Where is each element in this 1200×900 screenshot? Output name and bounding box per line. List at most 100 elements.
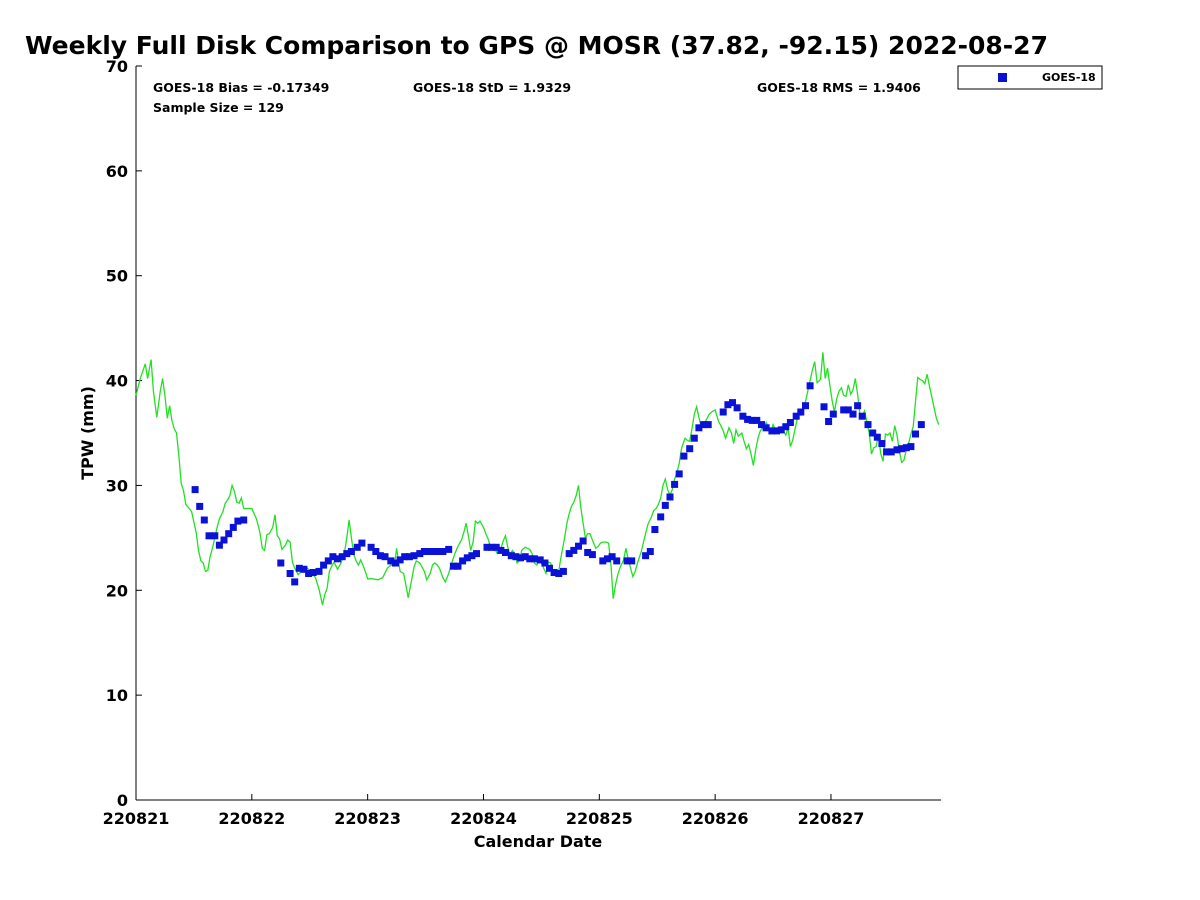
goes-18-point xyxy=(387,557,395,565)
y-axis-label: TPW (mm) xyxy=(78,386,97,480)
goes-18-point xyxy=(671,480,679,488)
goes-18-point xyxy=(773,427,780,435)
legend: GOES-18 xyxy=(957,65,1103,90)
goes-18-point xyxy=(646,548,654,555)
goes-18-point xyxy=(680,452,688,460)
goes-18-point xyxy=(343,550,351,558)
goes-18-point xyxy=(526,555,534,563)
rms-stat: GOES-18 RMS = 1.9406 xyxy=(757,80,921,95)
goes-18-point xyxy=(191,486,199,494)
goes-18-point xyxy=(425,548,433,555)
goes-18-point xyxy=(376,552,384,560)
goes-18-point xyxy=(240,516,248,524)
goes-18-point xyxy=(445,545,453,553)
goes-18-point xyxy=(588,551,596,559)
goes-18-point xyxy=(902,444,910,452)
goes-18-point xyxy=(367,543,375,551)
goes-18-point xyxy=(753,416,761,424)
x-tick-label: 220823 xyxy=(334,809,401,828)
x-tick-label: 220821 xyxy=(103,809,170,828)
goes-18-point xyxy=(329,553,337,561)
goes-18-point xyxy=(225,530,233,538)
goes-18-point xyxy=(613,557,621,565)
goes-18-point xyxy=(686,445,694,453)
goes-18-point xyxy=(309,569,317,576)
goes-18-point xyxy=(570,546,578,554)
goes-18-point xyxy=(512,553,520,561)
goes-18-point xyxy=(748,416,756,424)
goes-18-point xyxy=(887,448,895,456)
goes-18-point xyxy=(907,443,915,451)
x-tick-label: 220824 xyxy=(450,809,517,828)
goes-18-point xyxy=(300,565,308,573)
legend-box xyxy=(957,65,1103,90)
goes-18-point xyxy=(695,424,703,432)
goes-18-point xyxy=(733,404,741,412)
goes-18-point xyxy=(858,412,866,420)
goes-18-point xyxy=(829,410,837,418)
legend-label: GOES-18 xyxy=(1042,71,1096,84)
goes-18-point xyxy=(820,403,828,411)
x-axis-label: Calendar Date xyxy=(474,832,603,851)
goes-18-point xyxy=(205,532,213,540)
goes-18-point xyxy=(211,532,219,540)
std-stat: GOES-18 StD = 1.9329 xyxy=(413,80,571,95)
goes-18-point xyxy=(744,415,752,423)
y-tick-label: 70 xyxy=(106,57,128,76)
goes-18-point xyxy=(286,570,294,577)
goes-18-point xyxy=(912,430,919,438)
goes-18-point xyxy=(353,543,361,551)
goes-18-point xyxy=(392,559,399,567)
y-tick-label: 40 xyxy=(106,372,128,391)
goes-18-point xyxy=(291,578,299,586)
goes-18-point xyxy=(777,426,785,434)
goes-18-point xyxy=(320,561,328,569)
goes-18-point xyxy=(719,408,727,416)
goes-18-point xyxy=(797,408,805,416)
goes-18-point xyxy=(893,446,901,454)
goes-18-point xyxy=(434,548,442,555)
goes-18-point xyxy=(200,516,208,524)
goes-18-point xyxy=(806,382,814,390)
goes-18-point xyxy=(608,553,616,561)
goes-18-point xyxy=(883,448,891,456)
goes-18-point xyxy=(792,412,800,420)
goes-18-point xyxy=(724,401,732,409)
goes-18-point xyxy=(559,567,567,575)
plot-area xyxy=(136,66,941,800)
goes-18-point xyxy=(704,421,712,429)
goes-18-point xyxy=(420,548,428,555)
goes-18-point xyxy=(599,557,607,565)
goes-18-point xyxy=(854,402,862,410)
goes-18-point xyxy=(347,548,355,555)
y-tick-label: 30 xyxy=(106,476,128,495)
x-axis: 220821 220822 220823 220824 220825 220826 2208… xyxy=(103,794,864,828)
goes-18-point xyxy=(550,569,558,576)
goes-18-point xyxy=(802,402,809,410)
goes-18-point xyxy=(396,556,404,564)
goes-18-point xyxy=(502,549,509,556)
goes-18-point xyxy=(492,543,500,551)
goes-18-point xyxy=(449,562,457,570)
goes-18-point xyxy=(468,552,476,560)
goes-18-point xyxy=(700,421,708,429)
goes-18-point xyxy=(768,427,776,435)
goes-18-point xyxy=(584,549,592,556)
goes-18-point xyxy=(555,570,563,577)
goes-18-point xyxy=(917,421,925,429)
goes-18-point xyxy=(358,539,366,547)
y-axis: 0 10 20 30 40 50 60 70 xyxy=(106,57,142,810)
goes-18-point xyxy=(541,559,549,567)
y-tick-label: 20 xyxy=(106,581,128,600)
goes-18-point xyxy=(849,410,857,418)
x-tick-label: 220822 xyxy=(218,809,285,828)
goes-18-point xyxy=(675,470,683,478)
x-tick-label: 220825 xyxy=(566,809,633,828)
sample-size-stat: Sample Size = 129 xyxy=(153,100,284,115)
goes-18-point xyxy=(497,546,505,554)
goes-18-point xyxy=(786,419,794,426)
goes-18-point xyxy=(405,553,413,561)
goes-18-point xyxy=(762,424,770,432)
goes-18-point xyxy=(277,559,285,567)
goes-18-point xyxy=(579,537,587,545)
